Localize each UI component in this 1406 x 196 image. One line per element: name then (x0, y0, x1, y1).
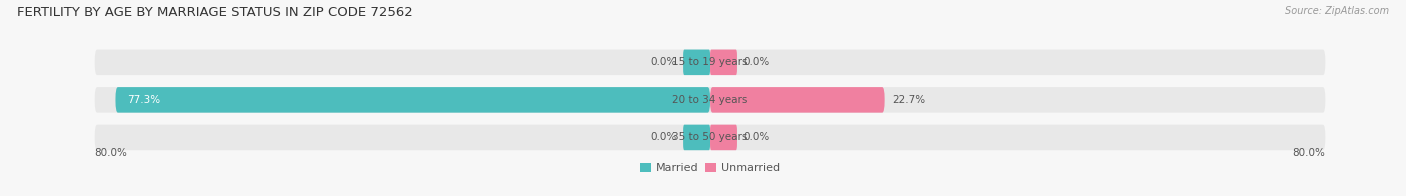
Text: FERTILITY BY AGE BY MARRIAGE STATUS IN ZIP CODE 72562: FERTILITY BY AGE BY MARRIAGE STATUS IN Z… (17, 6, 412, 19)
Text: 80.0%: 80.0% (1292, 148, 1326, 159)
Text: 0.0%: 0.0% (744, 132, 769, 142)
Text: 20 to 34 years: 20 to 34 years (672, 95, 748, 105)
FancyBboxPatch shape (710, 125, 737, 150)
Legend: Married, Unmarried: Married, Unmarried (636, 158, 785, 178)
FancyBboxPatch shape (94, 87, 1326, 113)
FancyBboxPatch shape (94, 50, 1326, 75)
Text: 77.3%: 77.3% (127, 95, 160, 105)
Text: 0.0%: 0.0% (651, 57, 676, 67)
Text: 22.7%: 22.7% (893, 95, 925, 105)
FancyBboxPatch shape (115, 87, 710, 113)
Text: 0.0%: 0.0% (651, 132, 676, 142)
FancyBboxPatch shape (710, 87, 884, 113)
Text: 0.0%: 0.0% (744, 57, 769, 67)
FancyBboxPatch shape (683, 50, 710, 75)
FancyBboxPatch shape (94, 125, 1326, 150)
FancyBboxPatch shape (710, 50, 737, 75)
Text: 35 to 50 years: 35 to 50 years (672, 132, 748, 142)
FancyBboxPatch shape (683, 125, 710, 150)
Text: 15 to 19 years: 15 to 19 years (672, 57, 748, 67)
Text: 80.0%: 80.0% (94, 148, 128, 159)
Text: Source: ZipAtlas.com: Source: ZipAtlas.com (1285, 6, 1389, 16)
